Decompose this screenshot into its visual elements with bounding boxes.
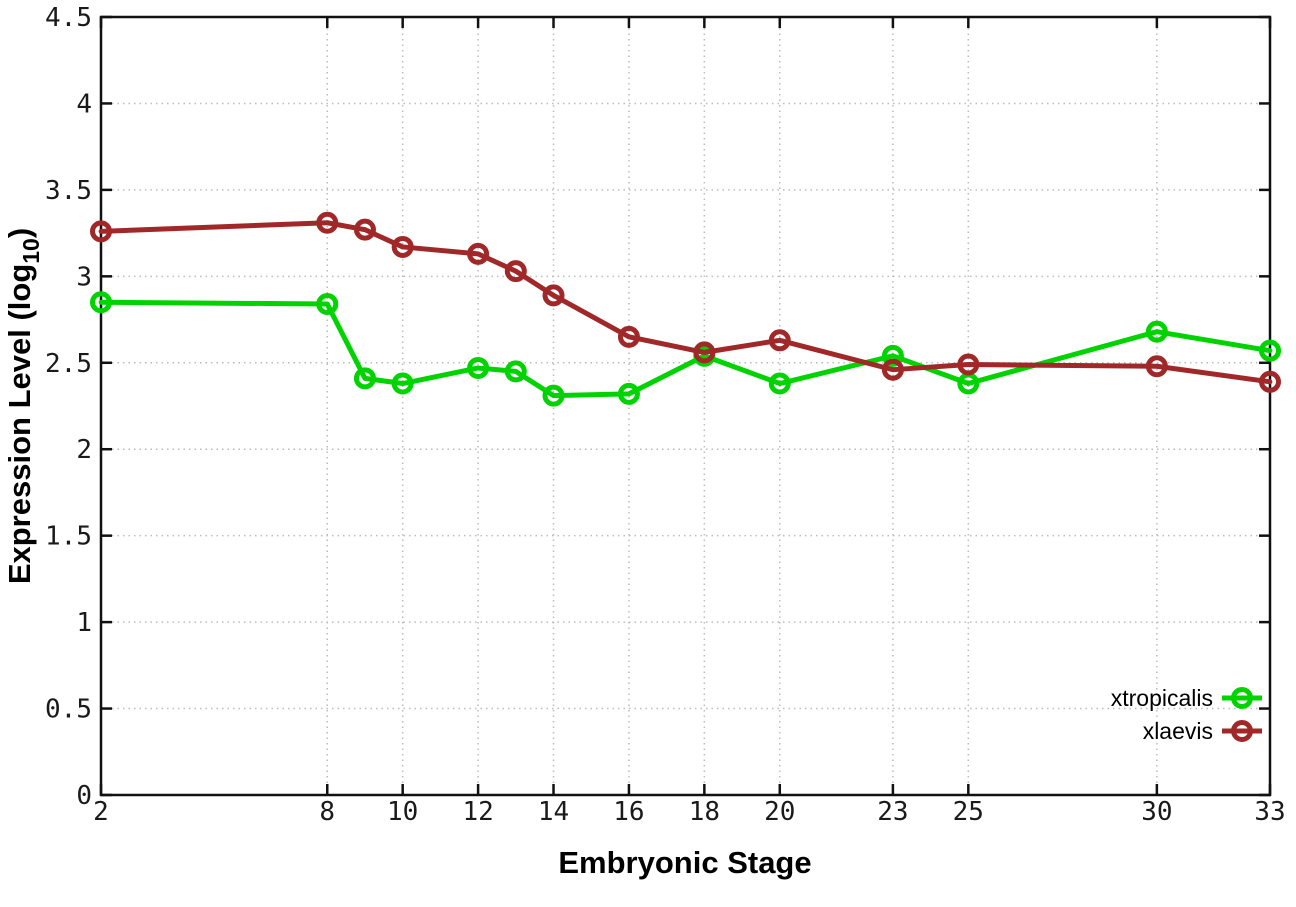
marker-xtropicalis <box>391 372 414 395</box>
y-tick-label: 2 <box>76 435 92 465</box>
marker-xtropicalis <box>768 372 791 395</box>
marker-xtropicalis <box>504 360 527 383</box>
x-tick-label: 16 <box>613 797 644 827</box>
marker-dot-xlaevis <box>400 244 406 250</box>
marker-xtropicalis <box>467 356 490 379</box>
x-tick-label: 30 <box>1141 797 1172 827</box>
x-tick-label: 2 <box>93 797 109 827</box>
marker-dot-xlaevis <box>965 362 971 367</box>
y-axis-title-close: ) <box>2 228 37 238</box>
y-tick-label: 1.5 <box>45 522 92 552</box>
marker-dot-xlaevis <box>362 227 368 233</box>
marker-xtropicalis <box>316 292 339 315</box>
marker-xlaevis <box>504 260 527 283</box>
x-axis-title: Embryonic Stage <box>558 845 811 880</box>
marker-xlaevis <box>881 358 904 381</box>
marker-dot-xtropicalis <box>626 391 632 397</box>
x-tick-label: 20 <box>764 797 795 827</box>
x-tick-label: 33 <box>1254 797 1285 827</box>
marker-dot-xtropicalis <box>1267 348 1273 354</box>
marker-xlaevis <box>542 284 565 307</box>
plot-border <box>99 15 1272 797</box>
marker-dot-xlaevis <box>513 268 519 274</box>
x-tick-label: 25 <box>953 797 984 827</box>
marker-dot-xlaevis <box>701 350 707 355</box>
marker-dot-xlaevis <box>475 251 481 257</box>
marker-dot-xlaevis <box>98 228 104 234</box>
x-tick-label: 8 <box>319 797 335 827</box>
marker-dot-xtropicalis <box>513 369 519 374</box>
marker-dot-xtropicalis <box>362 375 368 381</box>
legend-sample-dot-xlaevis <box>1239 728 1245 734</box>
x-tick-label: 14 <box>538 797 569 827</box>
y-axis-title-text: Expression Level (log <box>2 264 37 584</box>
marker-xlaevis <box>693 341 716 364</box>
marker-dot-xtropicalis <box>777 381 783 386</box>
marker-xlaevis <box>316 211 339 234</box>
y-tick-label: 4 <box>76 89 92 119</box>
marker-dot-xlaevis <box>324 220 330 226</box>
y-tick-label: 2.5 <box>45 349 92 379</box>
marker-xlaevis <box>1145 355 1168 378</box>
marker-xtropicalis <box>1259 339 1281 362</box>
marker-dot-xlaevis <box>551 292 556 298</box>
marker-dot-xtropicalis <box>98 299 104 305</box>
marker-xlaevis <box>467 242 490 265</box>
y-tick-label: 4.5 <box>45 3 92 33</box>
marker-dot-xtropicalis <box>1154 329 1160 335</box>
legend-label-xlaevis: xlaevis <box>1143 718 1213 744</box>
marker-xtropicalis <box>353 367 376 390</box>
marker-dot-xtropicalis <box>965 381 971 386</box>
plot-layer: 2 8 10 12 14 16 18 20 23 25 30 33 0 0.5 1 1.5 2 2.5 3 3.5 4 4… <box>45 3 1286 827</box>
marker-dot-xtropicalis <box>475 365 481 371</box>
marker-dot-xlaevis <box>890 367 896 373</box>
y-tick-label: 0 <box>76 781 92 811</box>
marker-dot-xlaevis <box>1154 363 1160 369</box>
marker-dot-xlaevis <box>777 337 783 343</box>
marker-xlaevis <box>391 235 414 258</box>
marker-xtropicalis <box>90 291 112 314</box>
marker-dot-xlaevis <box>1267 379 1273 385</box>
marker-dot-xtropicalis <box>324 301 330 307</box>
legend-label-xtropicalis: xtropicalis <box>1111 685 1213 711</box>
marker-dot-xlaevis <box>626 334 632 340</box>
marker-xlaevis <box>617 325 640 348</box>
marker-dot-xtropicalis <box>551 393 556 399</box>
marker-xlaevis <box>90 220 112 243</box>
legend-sample-dot-xtropicalis <box>1239 695 1245 701</box>
marker-xlaevis <box>768 329 791 352</box>
x-tick-label: 23 <box>877 797 908 827</box>
marker-xtropicalis <box>542 384 565 407</box>
x-tick-label: 12 <box>462 797 493 827</box>
marker-dot-xtropicalis <box>890 353 896 359</box>
marker-xlaevis <box>1259 370 1281 393</box>
marker-xtropicalis <box>1145 320 1168 343</box>
y-tick-label: 3.5 <box>45 176 92 206</box>
marker-xlaevis <box>353 218 376 241</box>
y-tick-label: 1 <box>76 608 92 638</box>
marker-dot-xtropicalis <box>400 381 406 386</box>
x-tick-label: 18 <box>689 797 720 827</box>
y-axis-title-subscript: 10 <box>18 238 44 264</box>
legend-sample-marker-xlaevis <box>1231 720 1253 742</box>
x-tick-label: 10 <box>387 797 418 827</box>
marker-xlaevis <box>957 353 980 376</box>
marker-xtropicalis <box>881 344 904 367</box>
y-tick-label: 3 <box>76 262 92 292</box>
y-axis-title: Expression Level (log10) <box>2 228 44 584</box>
legend-sample-marker-xtropicalis <box>1231 687 1253 709</box>
marker-xtropicalis <box>617 382 640 405</box>
y-tick-label: 0.5 <box>45 695 92 725</box>
